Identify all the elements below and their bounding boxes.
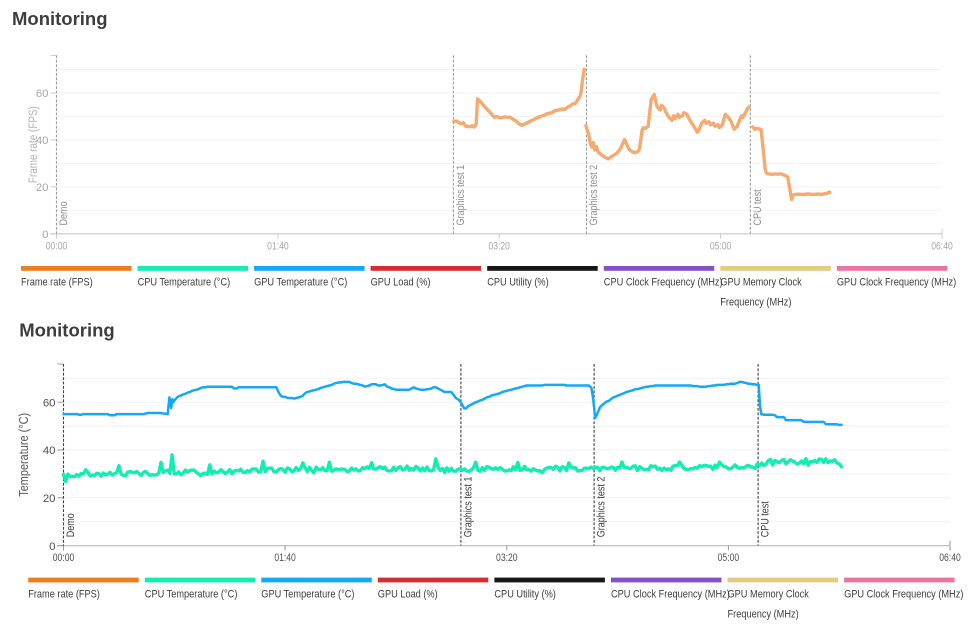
svg-text:20: 20 <box>36 182 49 194</box>
svg-text:Frame rate (FPS): Frame rate (FPS) <box>28 106 40 183</box>
svg-text:20: 20 <box>43 493 56 505</box>
svg-text:GPU Temperature (°C): GPU Temperature (°C) <box>254 277 347 289</box>
svg-text:GPU Temperature (°C): GPU Temperature (°C) <box>261 588 354 600</box>
svg-text:60: 60 <box>43 397 56 409</box>
svg-text:Monitoring: Monitoring <box>12 8 108 29</box>
svg-text:Frame rate (FPS): Frame rate (FPS) <box>28 588 100 600</box>
svg-text:40: 40 <box>43 445 56 457</box>
svg-text:40: 40 <box>36 135 49 147</box>
svg-text:05:00: 05:00 <box>718 552 740 564</box>
svg-text:03:20: 03:20 <box>488 240 510 252</box>
svg-text:Demo: Demo <box>65 513 77 537</box>
svg-text:CPU Temperature (°C): CPU Temperature (°C) <box>145 588 238 600</box>
svg-text:00:00: 00:00 <box>53 552 75 564</box>
svg-text:Frequency (MHz): Frequency (MHz) <box>728 608 799 620</box>
svg-text:CPU Clock Frequency (MHz): CPU Clock Frequency (MHz) <box>604 277 723 289</box>
svg-text:GPU Clock Frequency (MHz): GPU Clock Frequency (MHz) <box>844 588 963 600</box>
svg-text:Graphics test 1: Graphics test 1 <box>455 165 467 226</box>
svg-text:CPU Utility (%): CPU Utility (%) <box>487 277 549 289</box>
svg-text:Graphics test 1: Graphics test 1 <box>463 477 475 538</box>
svg-text:Demo: Demo <box>58 201 70 225</box>
svg-text:05:00: 05:00 <box>710 240 732 252</box>
svg-text:CPU Clock Frequency (MHz): CPU Clock Frequency (MHz) <box>611 588 730 600</box>
svg-text:Temperature (°C): Temperature (°C) <box>17 413 31 497</box>
svg-text:Frequency (MHz): Frequency (MHz) <box>720 297 791 309</box>
svg-text:0: 0 <box>49 541 55 553</box>
svg-text:01:40: 01:40 <box>267 240 289 252</box>
svg-text:Monitoring: Monitoring <box>19 320 115 341</box>
svg-text:06:40: 06:40 <box>939 552 961 564</box>
svg-text:60: 60 <box>36 88 49 100</box>
svg-text:CPU test: CPU test <box>760 501 772 537</box>
svg-text:CPU Utility (%): CPU Utility (%) <box>494 588 556 600</box>
svg-text:GPU Load (%): GPU Load (%) <box>378 588 438 600</box>
svg-text:01:40: 01:40 <box>274 552 296 564</box>
svg-text:Graphics test 2: Graphics test 2 <box>588 165 600 226</box>
svg-text:00:00: 00:00 <box>46 240 68 252</box>
svg-text:GPU Memory Clock: GPU Memory Clock <box>720 277 802 289</box>
svg-text:Frame rate (FPS): Frame rate (FPS) <box>21 277 93 289</box>
svg-text:03:20: 03:20 <box>496 552 518 564</box>
svg-text:GPU Load (%): GPU Load (%) <box>371 277 431 289</box>
svg-text:Graphics test 2: Graphics test 2 <box>596 477 608 538</box>
svg-text:GPU Memory Clock: GPU Memory Clock <box>728 588 810 600</box>
svg-text:06:40: 06:40 <box>931 240 953 252</box>
svg-text:0: 0 <box>42 229 48 241</box>
svg-text:CPU test: CPU test <box>752 189 764 225</box>
svg-text:CPU Temperature (°C): CPU Temperature (°C) <box>138 277 231 289</box>
svg-text:GPU Clock Frequency (MHz): GPU Clock Frequency (MHz) <box>837 277 956 289</box>
